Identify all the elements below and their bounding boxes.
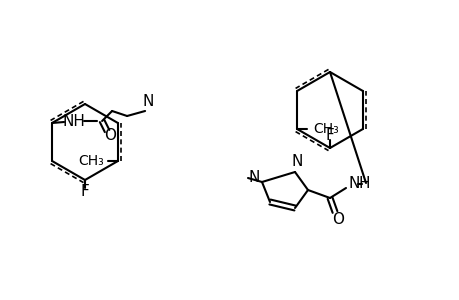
Text: N: N: [291, 154, 302, 169]
Text: F: F: [80, 184, 89, 200]
Text: CH₃: CH₃: [78, 154, 104, 168]
Text: O: O: [331, 212, 343, 227]
Text: N: N: [248, 170, 259, 185]
Text: H: H: [358, 176, 369, 191]
Text: O: O: [104, 128, 116, 142]
Text: N: N: [142, 94, 153, 109]
Text: F: F: [325, 128, 334, 143]
Text: NH: NH: [62, 113, 85, 128]
Text: N: N: [347, 176, 359, 191]
Text: CH₃: CH₃: [313, 122, 338, 136]
